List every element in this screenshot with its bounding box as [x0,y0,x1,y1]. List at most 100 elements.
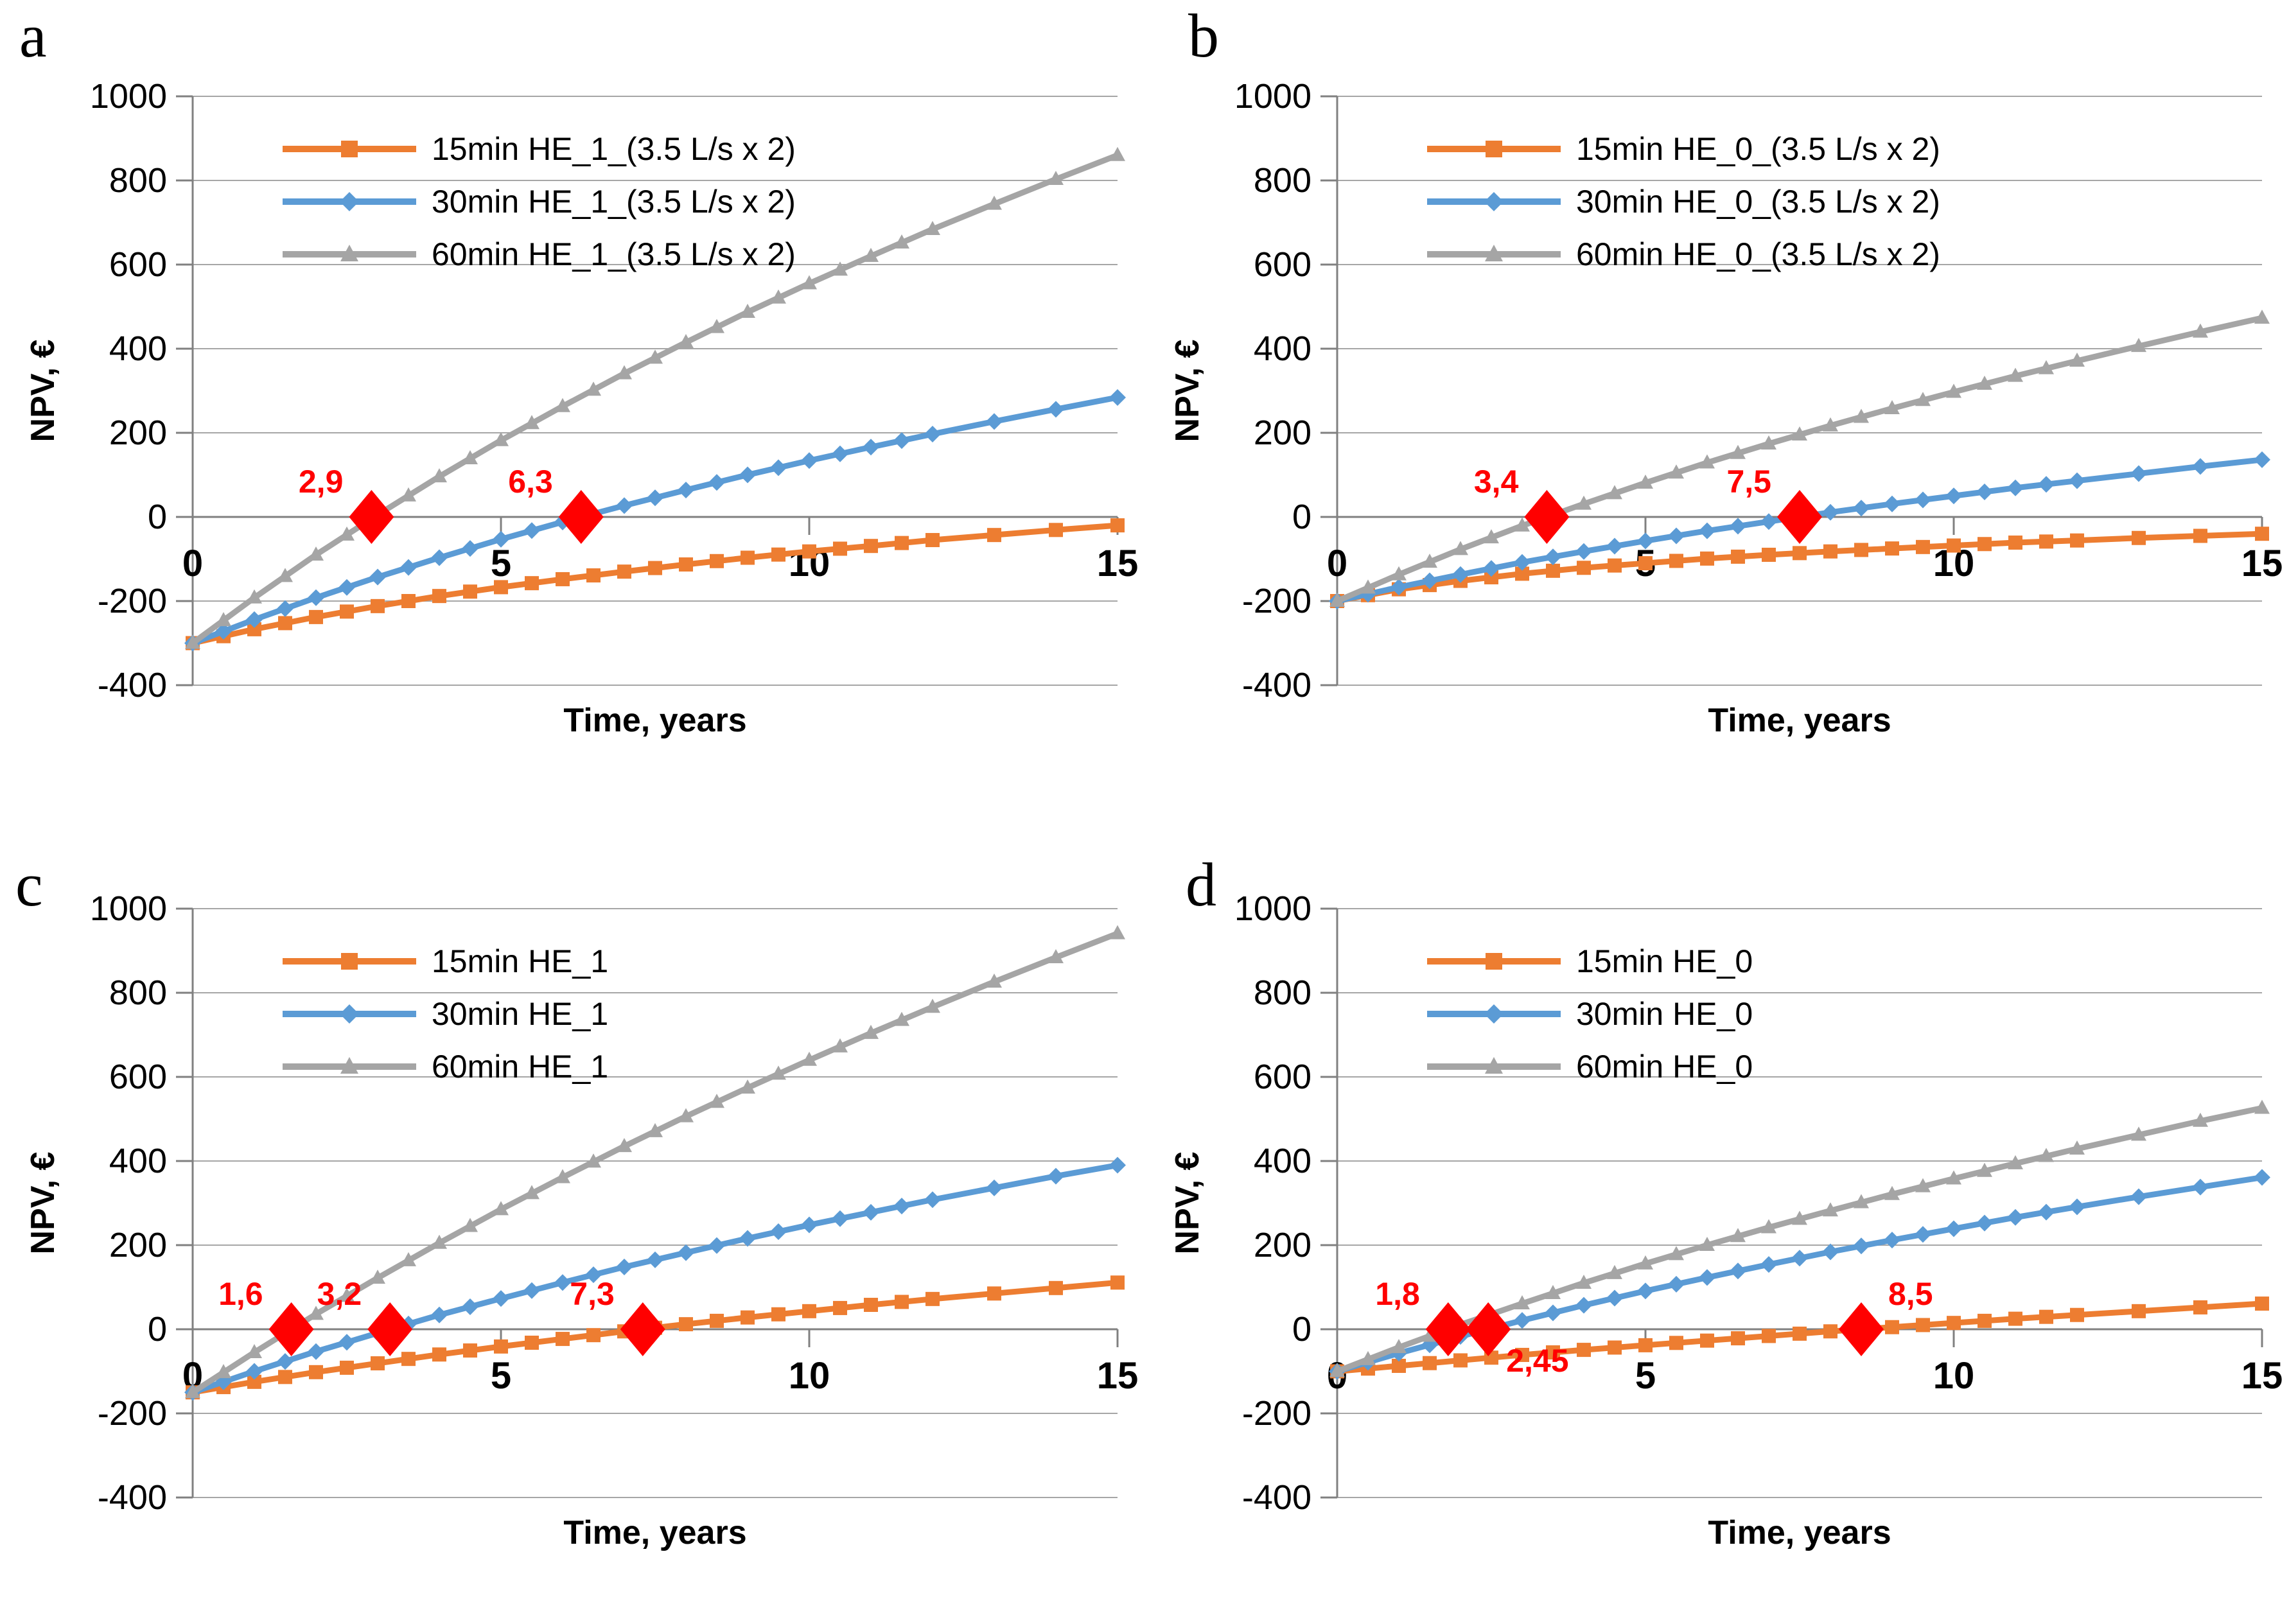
series-marker-square [864,1298,878,1313]
series-marker-diamond [1575,543,1592,560]
breakeven-markers: 3,4 7,5 [1474,464,1822,544]
series-marker-triangle [2008,367,2023,382]
series-marker-square [1793,1326,1807,1341]
series-marker-diamond [832,1210,848,1227]
breakeven-diamond-icon [1839,1302,1884,1356]
legend: 15min HE_0_(3.5 L/s x 2) 30min HE_0_(3.5 … [1427,131,1940,272]
breakeven-diamond-icon [349,490,394,544]
series-marker-square [1947,1316,1961,1331]
breakeven-diamond-icon [558,490,604,544]
series-marker-square [1916,539,1930,554]
series-marker-triangle [216,612,231,627]
y-tick-label: -200 [98,1394,167,1433]
series-marker-square [1515,1347,1529,1362]
series-marker-triangle [1946,383,1961,398]
series-marker-diamond [1606,537,1623,555]
series-marker-diamond [277,600,294,617]
series-marker-diamond [2192,1178,2209,1196]
breakeven-diamond-icon [367,1302,413,1356]
series-marker-diamond [1048,1167,1064,1185]
breakeven-label: 2,45 [1506,1343,1568,1379]
series-marker-diamond [1514,554,1530,571]
breakeven-diamond-icon [1466,1302,1511,1356]
series-marker-diamond [1760,513,1777,530]
series-marker-square [987,1286,1001,1301]
legend-label: 30min HE_1_(3.5 L/s x 2) [432,184,796,220]
series-marker-square [2039,534,2053,549]
series-marker-square [1854,543,1868,557]
y-axis-title: NPV, € [1169,340,1206,442]
series-marker-diamond [431,1306,448,1323]
series-marker-square [1608,1340,1622,1355]
series-marker-diamond [2038,1203,2055,1221]
series-marker-square [1110,1275,1125,1290]
series-marker-diamond [2069,472,2085,489]
series-marker-square [1700,551,1714,566]
series-marker-diamond [616,1259,633,1276]
series-gray [185,925,1125,1399]
series-marker-diamond [340,192,359,211]
series-marker-triangle [1792,1210,1807,1225]
y-tick-label: 600 [1254,245,1311,284]
series-marker-square [1546,1345,1560,1360]
series-marker-triangle [832,1038,848,1052]
series-marker-triangle [432,1234,447,1249]
series-marker-square [925,1291,940,1306]
series-marker-triangle [2008,1155,2023,1169]
series-marker-diamond [1575,1297,1592,1314]
series-marker-diamond [493,530,509,548]
series-marker-triangle [771,1065,786,1080]
series-marker-diamond [340,1004,359,1024]
series-marker-diamond [1668,1275,1685,1293]
series-marker-triangle [432,468,447,483]
legend-label: 60min HE_0 [1576,1049,1753,1085]
series-marker-triangle [1607,485,1622,500]
series-marker-triangle [1823,417,1838,432]
series-marker-diamond [708,474,725,491]
series-marker-diamond [523,522,540,539]
series-marker-diamond [277,1353,294,1370]
series-marker-triangle [1110,146,1125,161]
series-marker-triangle [216,1364,231,1379]
series-marker-diamond [1699,522,1715,539]
series-marker-triangle [709,319,724,333]
series-marker-square [1669,554,1683,568]
series-marker-diamond [986,413,1003,430]
series-marker-square [278,616,292,631]
series-marker-square [1947,538,1961,553]
series-marker-square [2039,1309,2053,1324]
y-tick-label: 600 [109,1058,167,1096]
x-tick-label: 5 [491,1355,511,1397]
series-marker-triangle [247,589,262,604]
series-marker-square [309,609,323,624]
series-marker-diamond [1884,1232,1900,1249]
series-marker-square [1638,1338,1653,1352]
series-marker-diamond [770,1223,787,1241]
series-marker-square [494,1339,508,1354]
series-marker-diamond [493,1290,509,1307]
series-marker-triangle [1514,1295,1530,1310]
legend: 15min HE_1 30min HE_1 60min HE_1 [283,943,608,1085]
series-marker-diamond [1915,491,1931,509]
series-marker-diamond [246,611,263,628]
y-tick-label: 0 [1292,498,1311,536]
series-marker-triangle [1576,1274,1592,1289]
series-marker-triangle [1110,925,1125,939]
series-marker-diamond [1606,1289,1623,1307]
y-tick-label: -400 [1242,1478,1311,1517]
series-marker-diamond [801,452,818,469]
legend-label: 15min HE_0 [1576,943,1753,979]
series-marker-diamond [1421,1336,1438,1354]
series-marker-diamond [801,1216,818,1234]
x-tick-label: 15 [1097,543,1139,584]
series-marker-diamond [2038,476,2055,493]
series-marker-diamond [647,489,663,507]
y-tick-label: 800 [1254,161,1311,200]
series-marker-triangle [647,1122,663,1137]
series-marker-triangle [2131,1126,2146,1141]
series-marker-diamond [924,425,941,442]
y-tick-label: 1000 [1234,77,1311,116]
series-marker-triangle [987,195,1002,210]
